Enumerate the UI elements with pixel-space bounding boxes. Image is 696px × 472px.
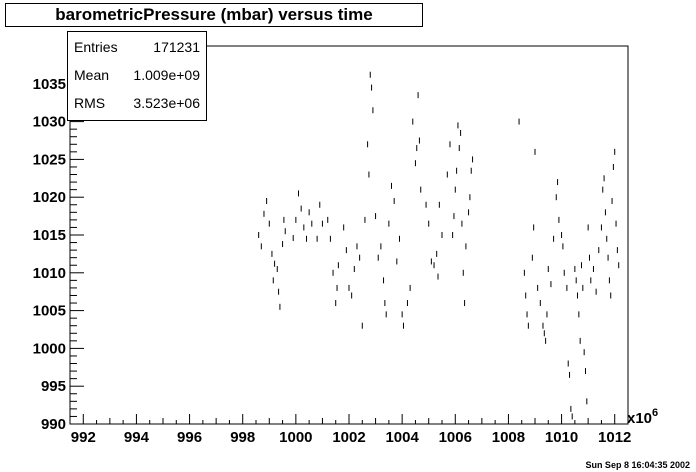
x-tick-label: 1010: [545, 429, 578, 446]
y-tick-label: 1015: [33, 227, 66, 244]
stats-row-entries: Entries 171231: [74, 33, 200, 61]
x-tick-label: 996: [177, 429, 202, 446]
x-tick-label: 1006: [439, 429, 472, 446]
chart-title: barometricPressure (mbar) versus time: [5, 3, 423, 27]
x-tick-label: 998: [230, 429, 255, 446]
stats-box: Entries 171231 Mean 1.009e+09 RMS 3.523e…: [67, 31, 207, 121]
x-tick-label: 1012: [598, 429, 631, 446]
y-axis: 990 995 1000 1005 1010 1015 1020 1025 1030 1035: [33, 45, 84, 433]
x-tick-label: 1008: [492, 429, 525, 446]
x-tick-label: 1000: [279, 429, 312, 446]
y-tick-label: 1020: [33, 189, 66, 206]
stats-value: 1.009e+09: [133, 67, 200, 83]
stats-label: Entries: [74, 39, 118, 55]
y-tick-label: 1035: [33, 76, 66, 93]
y-tick-label: 1030: [33, 114, 66, 131]
stats-label: Mean: [74, 67, 110, 83]
stats-row-mean: Mean 1.009e+09: [74, 61, 200, 89]
data-markers: [258, 71, 620, 420]
stats-value: 171231: [153, 39, 200, 55]
x-tick-label: 994: [124, 429, 150, 446]
x-tick-label: 1002: [332, 429, 365, 446]
y-tick-label: 995: [41, 378, 66, 395]
x-axis-multiplier: x106: [627, 407, 658, 427]
y-tick-label: 990: [41, 416, 66, 433]
x-tick-label: 1004: [385, 429, 419, 446]
stats-value: 3.523e+06: [133, 95, 200, 111]
stats-label: RMS: [74, 95, 106, 111]
y-tick-label: 1005: [33, 303, 66, 320]
stats-row-rms: RMS 3.523e+06: [74, 89, 200, 117]
timestamp: Sun Sep 8 16:04:35 2002: [585, 460, 690, 470]
x-axis: 992 994 996 998 1000 1002 1004 1006 1008 1010 1012: [69, 414, 631, 446]
y-tick-label: 1025: [33, 151, 66, 168]
y-tick-label: 1010: [33, 265, 66, 282]
y-tick-label: 1000: [33, 340, 66, 357]
x-tick-label: 992: [71, 429, 96, 446]
